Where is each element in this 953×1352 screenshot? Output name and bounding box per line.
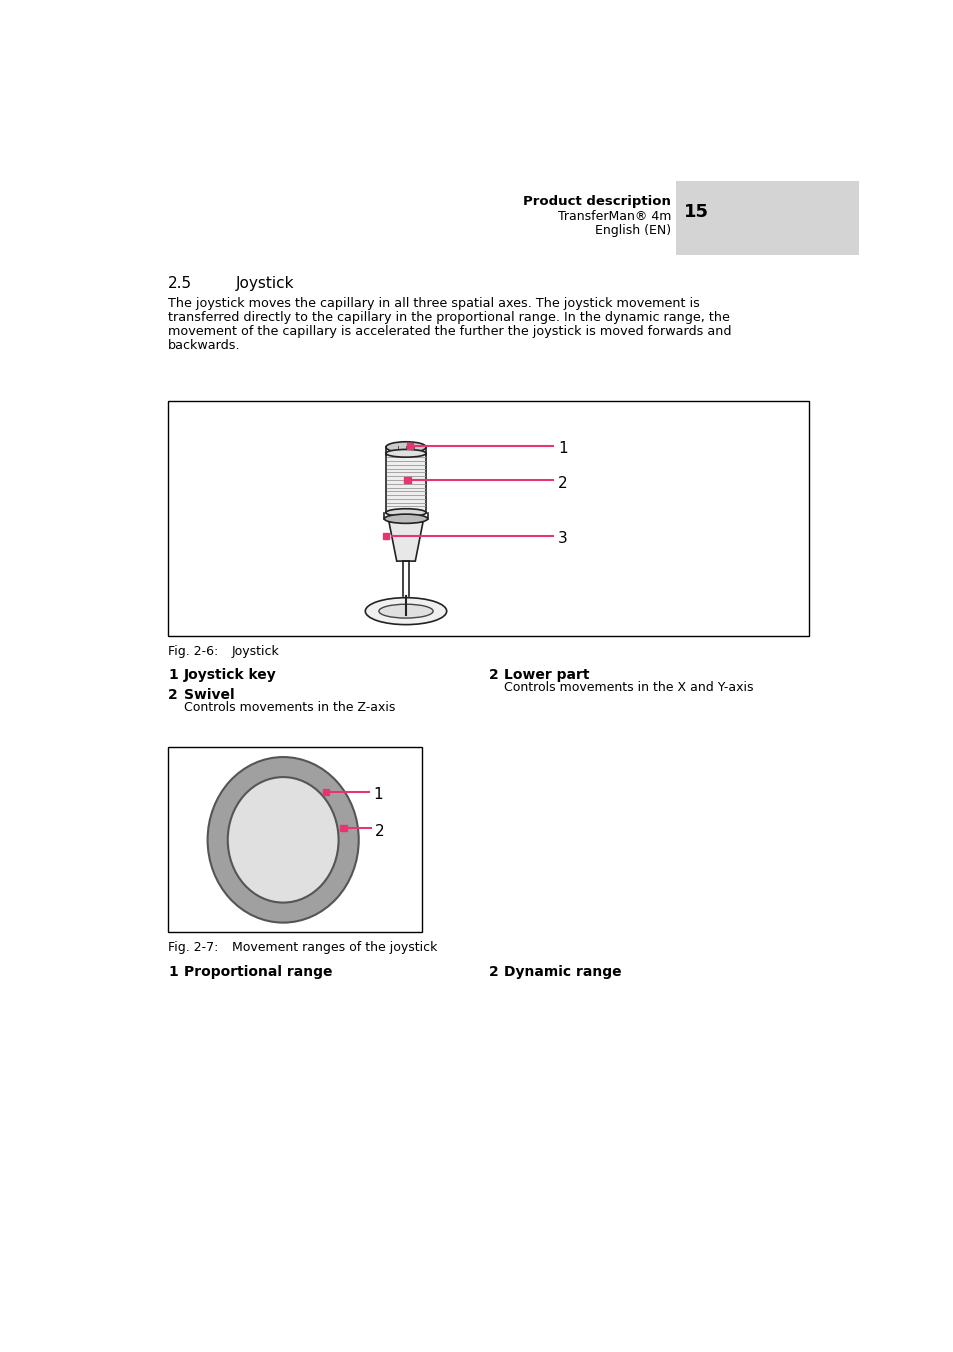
Text: Fig. 2-7:: Fig. 2-7: bbox=[168, 941, 218, 955]
Ellipse shape bbox=[378, 604, 433, 618]
Text: Swivel: Swivel bbox=[183, 688, 233, 702]
Text: Lower part: Lower part bbox=[504, 668, 589, 683]
Text: 2: 2 bbox=[488, 668, 498, 683]
Text: Joystick: Joystick bbox=[235, 276, 294, 291]
Text: 15: 15 bbox=[682, 203, 708, 222]
Text: 2: 2 bbox=[558, 476, 567, 491]
Text: Proportional range: Proportional range bbox=[183, 964, 332, 979]
Bar bbox=[406, 442, 413, 449]
Ellipse shape bbox=[385, 442, 426, 453]
Text: Dynamic range: Dynamic range bbox=[504, 964, 621, 979]
Ellipse shape bbox=[208, 757, 358, 922]
Polygon shape bbox=[389, 522, 422, 561]
Text: The joystick moves the capillary in all three spatial axes. The joystick movemen: The joystick moves the capillary in all … bbox=[168, 297, 700, 310]
Ellipse shape bbox=[228, 777, 338, 903]
Text: Joystick: Joystick bbox=[232, 645, 279, 658]
Text: backwards.: backwards. bbox=[168, 338, 240, 352]
Text: 1: 1 bbox=[168, 964, 177, 979]
Bar bbox=[168, 402, 808, 635]
Text: TransferMan® 4m: TransferMan® 4m bbox=[558, 210, 670, 223]
Text: transferred directly to the capillary in the proportional range. In the dynamic : transferred directly to the capillary in… bbox=[168, 311, 729, 324]
Text: 1: 1 bbox=[558, 441, 567, 456]
Bar bbox=[340, 825, 346, 831]
Text: movement of the capillary is accelerated the further the joystick is moved forwa: movement of the capillary is accelerated… bbox=[168, 324, 731, 338]
Bar bbox=[382, 533, 389, 538]
Ellipse shape bbox=[365, 598, 446, 625]
Text: Product description: Product description bbox=[522, 195, 670, 208]
Text: 2: 2 bbox=[375, 823, 384, 838]
Text: 2: 2 bbox=[168, 688, 177, 702]
Text: Controls movements in the Z-axis: Controls movements in the Z-axis bbox=[183, 702, 395, 714]
Bar bbox=[168, 748, 421, 933]
Text: 1: 1 bbox=[373, 787, 382, 802]
Bar bbox=[675, 181, 858, 254]
Text: English (EN): English (EN) bbox=[595, 224, 670, 237]
Bar bbox=[385, 453, 426, 512]
Text: Movement ranges of the joystick: Movement ranges of the joystick bbox=[232, 941, 436, 955]
Ellipse shape bbox=[384, 514, 427, 523]
Text: 3: 3 bbox=[558, 531, 567, 546]
Ellipse shape bbox=[385, 508, 426, 516]
Text: 1: 1 bbox=[168, 668, 177, 683]
Bar bbox=[323, 788, 329, 795]
Ellipse shape bbox=[385, 449, 426, 457]
Bar bbox=[404, 477, 410, 483]
Text: Joystick key: Joystick key bbox=[183, 668, 276, 683]
Text: 2: 2 bbox=[488, 964, 498, 979]
Text: 2.5: 2.5 bbox=[168, 276, 192, 291]
Text: Fig. 2-6:: Fig. 2-6: bbox=[168, 645, 218, 658]
Text: Controls movements in the X and Y-axis: Controls movements in the X and Y-axis bbox=[504, 681, 753, 694]
